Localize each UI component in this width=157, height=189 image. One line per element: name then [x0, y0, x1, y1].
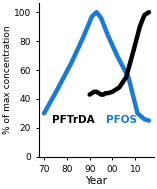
Text: PFTrDA: PFTrDA [52, 115, 95, 125]
Y-axis label: % of max concentration: % of max concentration [3, 26, 12, 134]
X-axis label: Year: Year [85, 176, 108, 186]
Text: PFOS: PFOS [106, 115, 137, 125]
